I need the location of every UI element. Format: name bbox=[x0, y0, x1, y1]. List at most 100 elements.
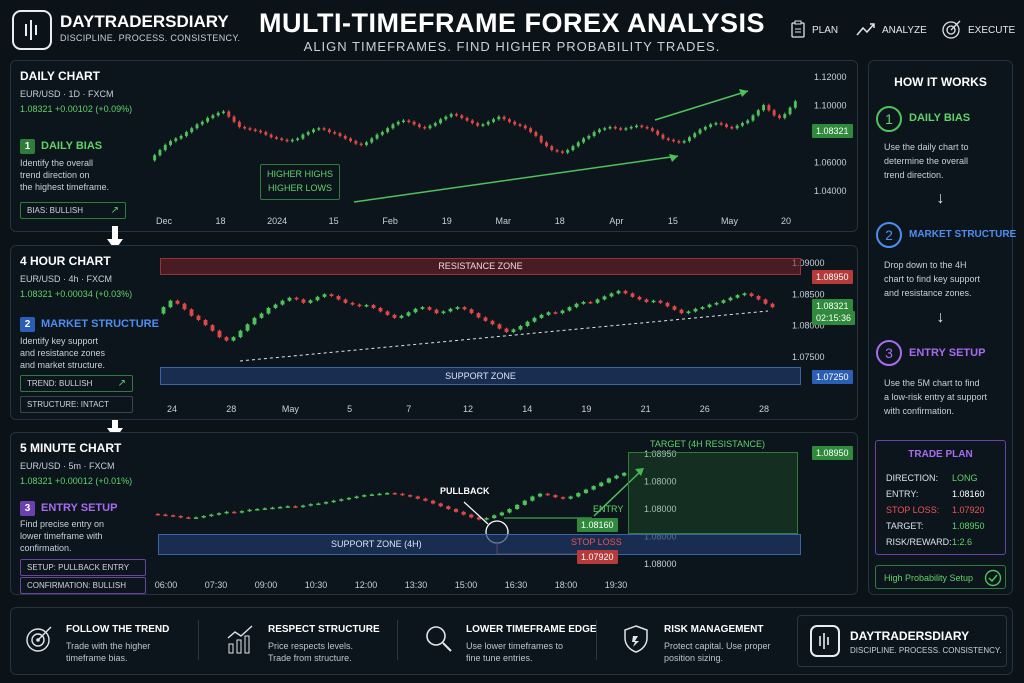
candle-body bbox=[339, 499, 344, 501]
candle-body bbox=[453, 509, 459, 512]
candle-body bbox=[746, 120, 750, 124]
x-tick-label: 15:00 bbox=[455, 580, 478, 590]
x-tick-label: 12:00 bbox=[355, 580, 378, 590]
candle-body bbox=[545, 142, 548, 147]
candle-body bbox=[555, 150, 559, 152]
clipboard-icon bbox=[791, 20, 805, 38]
candle-body bbox=[709, 124, 713, 127]
footer-panel bbox=[10, 607, 1013, 675]
candle-body bbox=[567, 307, 572, 311]
how-it-works-title: HOW IT WORKS bbox=[894, 75, 987, 89]
candle-body bbox=[672, 139, 676, 142]
desc-line: determine the overall bbox=[884, 156, 969, 166]
setup-badge: SETUP: PULLBACK ENTRY bbox=[20, 559, 146, 576]
candle-body bbox=[364, 305, 369, 307]
m5-description: Find precise entry on lower timeframe wi… bbox=[20, 518, 104, 554]
candle-body bbox=[623, 290, 628, 294]
candle-body bbox=[574, 303, 579, 308]
candle-body bbox=[287, 297, 292, 301]
candle-body bbox=[362, 495, 367, 497]
candle-body bbox=[216, 513, 222, 515]
candle-body bbox=[175, 300, 180, 304]
candle-body bbox=[550, 146, 554, 151]
candle-body bbox=[428, 125, 432, 129]
daily-description: Identify the overall trend direction on … bbox=[20, 157, 109, 193]
y-tick-label: 1.06000 bbox=[814, 158, 847, 168]
footer-desc: Protect capital. Use proper position sizi… bbox=[664, 640, 771, 664]
candle-body bbox=[518, 326, 523, 330]
candle-body bbox=[385, 493, 390, 495]
desc-line: lower timeframe with bbox=[20, 531, 103, 541]
trade-plan-value: 1.08160 bbox=[952, 489, 985, 499]
brand-logo-icon bbox=[12, 10, 52, 50]
candle-body bbox=[483, 317, 488, 321]
candle-body bbox=[378, 308, 383, 312]
how-it-works-panel bbox=[868, 60, 1013, 595]
candle-body bbox=[333, 132, 337, 134]
nav-execute-label: EXECUTE bbox=[968, 25, 1016, 36]
y-tick-label: 1.08000 bbox=[644, 559, 677, 569]
candle-body bbox=[793, 101, 797, 108]
trend-arrow-head bbox=[739, 89, 748, 97]
structure-badge: STRUCTURE: INTACT bbox=[20, 396, 133, 413]
footer-title: RESPECT STRUCTURE bbox=[268, 624, 380, 635]
x-tick-label: 7 bbox=[406, 404, 411, 414]
candle-body bbox=[270, 507, 275, 510]
candle-body bbox=[502, 116, 506, 120]
candle-body bbox=[312, 129, 315, 133]
candle-body bbox=[568, 496, 573, 499]
footer-desc: Price respects levels. Trade from structu… bbox=[268, 640, 353, 664]
brand-logo-icon bbox=[810, 625, 840, 657]
candle-body bbox=[255, 509, 260, 511]
daily-panel bbox=[10, 60, 858, 232]
candle-body bbox=[499, 512, 504, 516]
m5-quote: 1.08321 +0.00012 (+0.01%) bbox=[20, 476, 133, 486]
trade-plan-label: DIRECTION: bbox=[886, 473, 939, 483]
candle-body bbox=[400, 493, 405, 496]
candle-body bbox=[622, 472, 627, 476]
candle-body bbox=[364, 142, 368, 145]
candle-body bbox=[186, 517, 191, 519]
x-tick-label: 2024 bbox=[267, 216, 287, 226]
desc-line: fine tune entries. bbox=[466, 653, 533, 663]
candle-body bbox=[227, 111, 231, 117]
trend-badge: TREND: BULLISH ↗ bbox=[20, 375, 133, 392]
candle-body bbox=[232, 511, 237, 514]
x-tick-label: 5 bbox=[347, 404, 352, 414]
candle-body bbox=[385, 311, 390, 315]
candle-body bbox=[772, 110, 776, 116]
candle-body bbox=[486, 121, 490, 125]
candle-body bbox=[301, 299, 306, 303]
candle-body bbox=[163, 514, 168, 517]
candle-body bbox=[613, 126, 617, 129]
candle-body bbox=[222, 111, 225, 114]
arrow-up-right-icon: ↗ bbox=[110, 205, 119, 216]
candle-body bbox=[224, 337, 229, 341]
candle-body bbox=[322, 128, 326, 130]
trend-badge-text: TREND: BULLISH bbox=[27, 379, 93, 388]
candle-body bbox=[280, 138, 284, 141]
candle-body bbox=[301, 134, 305, 139]
desc-line: the highest timeframe. bbox=[20, 182, 110, 192]
candle-body bbox=[763, 299, 768, 304]
candle-body bbox=[476, 517, 482, 520]
candle-body bbox=[455, 307, 460, 309]
candle-body bbox=[735, 295, 740, 298]
candle-body bbox=[735, 125, 739, 129]
candle-body bbox=[698, 129, 702, 134]
footer-title: LOWER TIMEFRAME EDGE bbox=[466, 624, 597, 635]
candle-body bbox=[200, 121, 204, 125]
hw-step-title: ENTRY SETUP bbox=[909, 347, 986, 359]
candle-body bbox=[294, 297, 299, 300]
candle-body bbox=[433, 123, 437, 126]
candle-body bbox=[408, 495, 413, 497]
candle-body bbox=[576, 142, 580, 147]
x-tick-label: 10:30 bbox=[305, 580, 328, 590]
brand-tagline: DISCIPLINE. PROCESS. CONSISTENCY. bbox=[60, 33, 241, 43]
candle-body bbox=[253, 129, 257, 132]
x-tick-label: 09:00 bbox=[255, 580, 278, 590]
candle-body bbox=[497, 324, 502, 329]
candle-body bbox=[423, 126, 427, 129]
h4-resistance-tag: 1.08950 bbox=[812, 270, 853, 284]
x-tick-label: Apr bbox=[609, 216, 623, 226]
